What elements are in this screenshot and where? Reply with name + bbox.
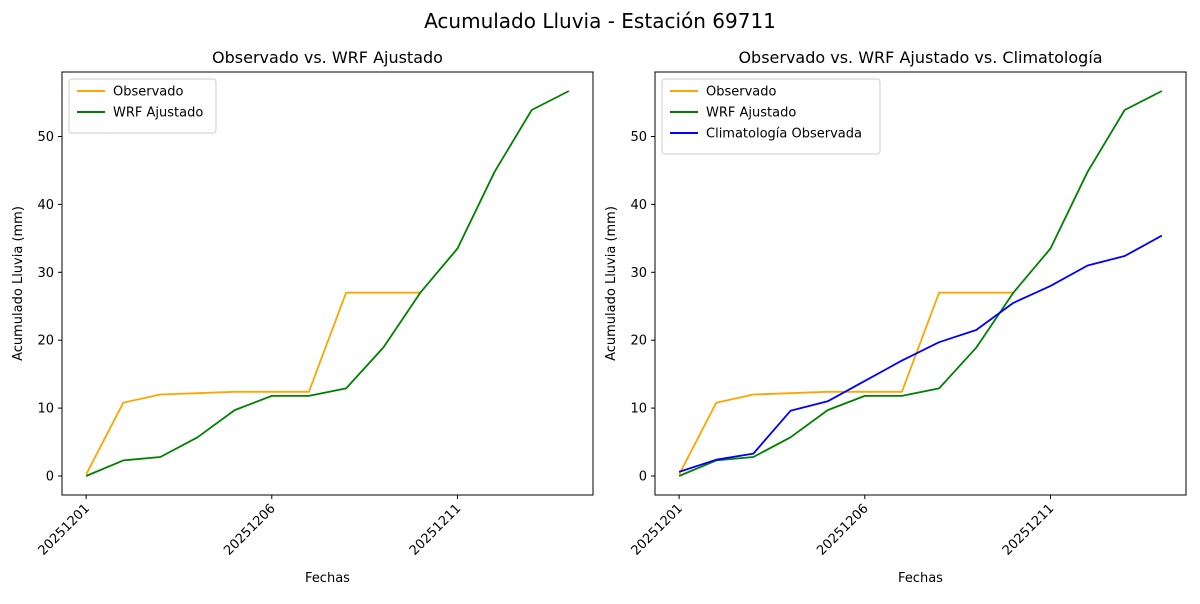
chart-title: Observado vs. WRF Ajustado <box>212 48 443 67</box>
legend-label: WRF Ajustado <box>706 106 796 121</box>
legend-label: Observado <box>113 85 184 100</box>
y-tick-label: 50 <box>630 130 647 145</box>
y-tick-label: 40 <box>37 198 54 213</box>
axes-frame <box>61 71 594 496</box>
y-tick-label: 30 <box>630 266 647 281</box>
x-axis-label: Fechas <box>305 571 350 586</box>
y-tick-label: 0 <box>46 469 54 484</box>
series-line-observado <box>85 291 421 476</box>
legend-label: WRF Ajustado <box>113 106 203 121</box>
y-axis-label: Acumulado Lluvia (mm) <box>11 206 26 361</box>
legend-label: Observado <box>706 85 777 100</box>
series-line-observado <box>678 291 1014 476</box>
x-tick-label: 20251201 <box>36 501 93 558</box>
legend-box <box>68 78 217 134</box>
y-tick-label: 0 <box>639 469 647 484</box>
left-chart: Observado vs. WRF Ajustado 0 10 20 30 40 50 202… <box>11 48 594 586</box>
x-tick-label: 20251206 <box>221 501 278 558</box>
y-tick-label: 10 <box>630 402 647 417</box>
x-tick-label: 20251211 <box>1000 501 1057 558</box>
y-tick-label: 20 <box>630 334 647 349</box>
legend-box <box>661 78 881 155</box>
y-tick-label: 40 <box>630 198 647 213</box>
right-chart: Observado vs. WRF Ajustado vs. Climatolo… <box>604 48 1187 586</box>
series-line-climatologia <box>678 234 1163 473</box>
y-tick-label: 10 <box>37 402 54 417</box>
series-line-wrf <box>85 90 570 477</box>
y-axis-label: Acumulado Lluvia (mm) <box>604 206 619 361</box>
figure-suptitle: Acumulado Lluvia - Estación 69711 <box>424 9 776 33</box>
chart-title: Observado vs. WRF Ajustado vs. Climatolo… <box>738 48 1102 67</box>
x-tick-label: 20251211 <box>407 501 464 558</box>
x-axis-label: Fechas <box>898 571 943 586</box>
legend-label: Climatología Observada <box>706 127 862 142</box>
series-line-wrf <box>678 90 1163 477</box>
x-tick-label: 20251201 <box>629 501 686 558</box>
x-tick-label: 20251206 <box>814 501 871 558</box>
y-tick-label: 30 <box>37 266 54 281</box>
y-tick-label: 50 <box>37 130 54 145</box>
y-tick-label: 20 <box>37 334 54 349</box>
axes-frame <box>654 71 1187 496</box>
